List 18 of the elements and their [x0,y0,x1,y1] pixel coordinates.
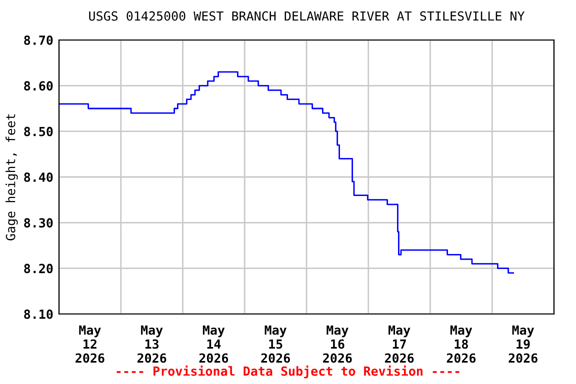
x-tick-label: May 15 2026 [261,325,290,363]
x-tick-label: May 16 2026 [323,325,352,363]
y-tick-label: 8.40 [24,172,53,182]
chart-title: USGS 01425000 WEST BRANCH DELAWARE RIVER AT STILESVILLE NY [89,11,525,21]
y-tick-label: 8.70 [24,35,53,45]
x-tick-label: May 14 2026 [199,325,228,363]
x-tick-label: May 13 2026 [137,325,166,363]
y-tick-label: 8.60 [24,81,53,91]
y-axis-title: Gage height, feet [6,114,18,240]
x-tick-label: May 17 2026 [384,325,414,363]
y-tick-label: 8.50 [24,126,53,136]
x-tick-label: May 12 2026 [76,325,104,363]
y-tick-label: 8.10 [24,309,53,319]
x-tick-label: May 18 2026 [446,325,476,363]
y-tick-label: 8.20 [24,264,53,274]
text: ---- Provisional Data Subject to Revision ---- [116,365,460,378]
y-tick-label: 8.30 [24,218,53,228]
x-tick-label: May 19 2026 [508,325,538,363]
